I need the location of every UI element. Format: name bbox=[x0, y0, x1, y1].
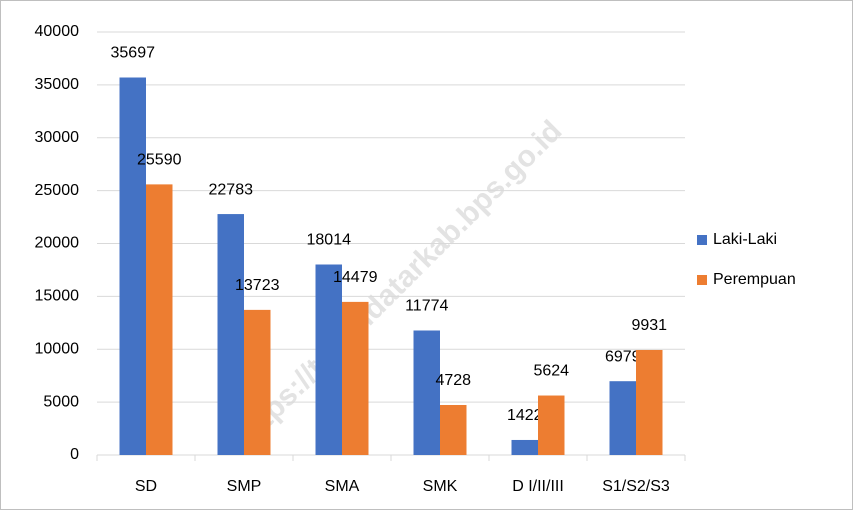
legend-swatch bbox=[697, 235, 707, 245]
y-tick-label: 10000 bbox=[35, 340, 80, 357]
data-label: 4728 bbox=[435, 372, 471, 389]
y-tick-label: 30000 bbox=[35, 129, 80, 146]
bar bbox=[342, 301, 369, 455]
bar bbox=[315, 264, 342, 455]
x-tick-label: SD bbox=[135, 478, 157, 495]
x-tick-label: S1/S2/S3 bbox=[602, 478, 670, 495]
data-label: 22783 bbox=[209, 181, 254, 198]
data-label: 18014 bbox=[307, 232, 352, 249]
bar bbox=[636, 349, 663, 455]
data-label: 25590 bbox=[137, 152, 182, 169]
data-label: 35697 bbox=[111, 45, 156, 62]
y-tick-label: 35000 bbox=[35, 76, 80, 93]
bar bbox=[146, 184, 173, 456]
data-label: 9931 bbox=[631, 317, 667, 334]
y-tick-label: 5000 bbox=[43, 393, 79, 410]
y-tick-label: 25000 bbox=[35, 182, 80, 199]
data-label: 1422 bbox=[507, 407, 543, 424]
x-tick-label: D I/II/III bbox=[512, 478, 564, 495]
data-label: 11774 bbox=[405, 298, 448, 315]
legend-swatch bbox=[697, 275, 707, 285]
bar bbox=[440, 405, 467, 455]
data-label: 14479 bbox=[333, 269, 378, 286]
bar bbox=[609, 381, 636, 455]
data-label: 6979 bbox=[605, 348, 641, 365]
y-tick-label: 20000 bbox=[35, 235, 80, 252]
data-label: 13723 bbox=[235, 277, 280, 294]
legend-label: Perempuan bbox=[713, 271, 796, 288]
x-tick-label: SMP bbox=[227, 478, 262, 495]
x-tick-label: SMK bbox=[423, 478, 458, 495]
bar bbox=[244, 309, 271, 455]
x-tick-label: SMA bbox=[325, 478, 360, 495]
bar bbox=[511, 439, 538, 455]
legend-label: Laki-Laki bbox=[713, 231, 777, 248]
y-tick-label: 0 bbox=[70, 446, 79, 463]
bar bbox=[413, 330, 440, 455]
data-label: 5624 bbox=[533, 363, 569, 380]
y-tick-label: 15000 bbox=[35, 288, 80, 305]
bar bbox=[217, 214, 244, 455]
bar bbox=[119, 77, 146, 456]
bar bbox=[538, 395, 565, 455]
y-tick-label: 40000 bbox=[35, 23, 80, 40]
